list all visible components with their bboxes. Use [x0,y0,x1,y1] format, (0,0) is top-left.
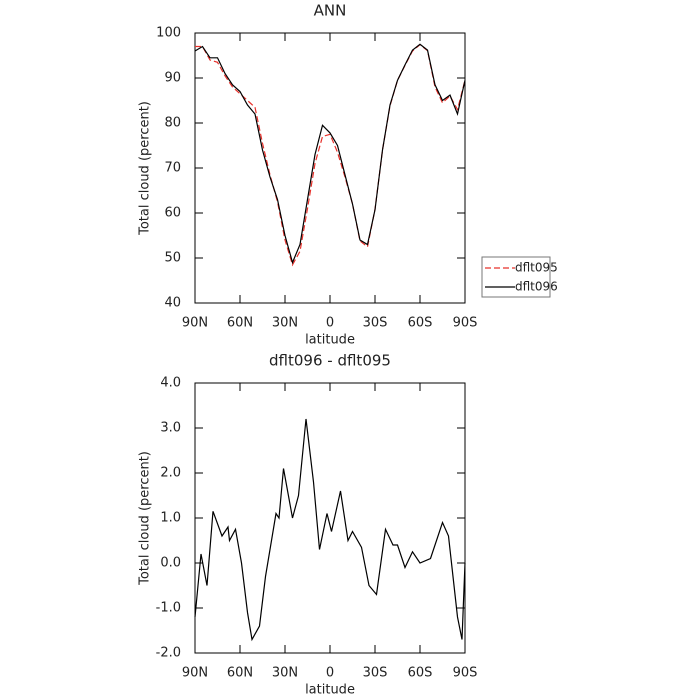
x-tick-label: 90N [182,316,208,331]
series-line [194,43,466,265]
x-tick-label: 30N [272,666,298,681]
x-tick-label: 90S [453,316,478,331]
x-tick-label: 60S [408,316,433,331]
chart-title: dflt096 - dflt095 [269,352,391,370]
y-tick-label: 3.0 [160,421,181,436]
y-tick-label: 0.0 [160,556,181,571]
y-tick-label: 40 [164,296,181,311]
series-line [195,43,466,267]
y-tick-label: 1.0 [160,511,181,526]
y-axis-label: Total cloud (percent) [138,451,153,586]
y-tick-label: -2.0 [156,646,181,661]
plot-frame [194,382,466,654]
legend-box [481,256,551,298]
y-tick-label: 50 [164,251,181,266]
y-tick-label: 2.0 [160,466,181,481]
x-tick-label: 90N [182,666,208,681]
y-tick-label: 90 [164,71,181,86]
x-tick-label: 90S [453,666,478,681]
x-tick-label: 60N [227,666,253,681]
x-tick-label: 60N [227,316,253,331]
x-axis-label: latitude [305,683,355,698]
y-tick-label: -1.0 [156,601,181,616]
y-tick-label: 70 [164,161,181,176]
x-tick-label: 30S [363,666,388,681]
plot-frame [194,32,466,304]
chart-title: ANN [314,2,347,20]
y-tick-label: 60 [164,206,181,221]
legend-label: dflt095 [515,261,558,275]
y-axis-label: Total cloud (percent) [138,101,153,236]
x-axis-label: latitude [305,333,355,348]
legend-label: dflt096 [515,280,558,294]
x-tick-label: 0 [326,316,334,331]
data-line [194,418,466,642]
y-tick-label: 100 [156,26,181,41]
y-tick-label: 80 [164,116,181,131]
x-tick-label: 0 [326,666,334,681]
x-tick-label: 60S [408,666,433,681]
y-tick-label: 4.0 [160,376,181,391]
x-tick-label: 30N [272,316,298,331]
x-tick-label: 30S [363,316,388,331]
